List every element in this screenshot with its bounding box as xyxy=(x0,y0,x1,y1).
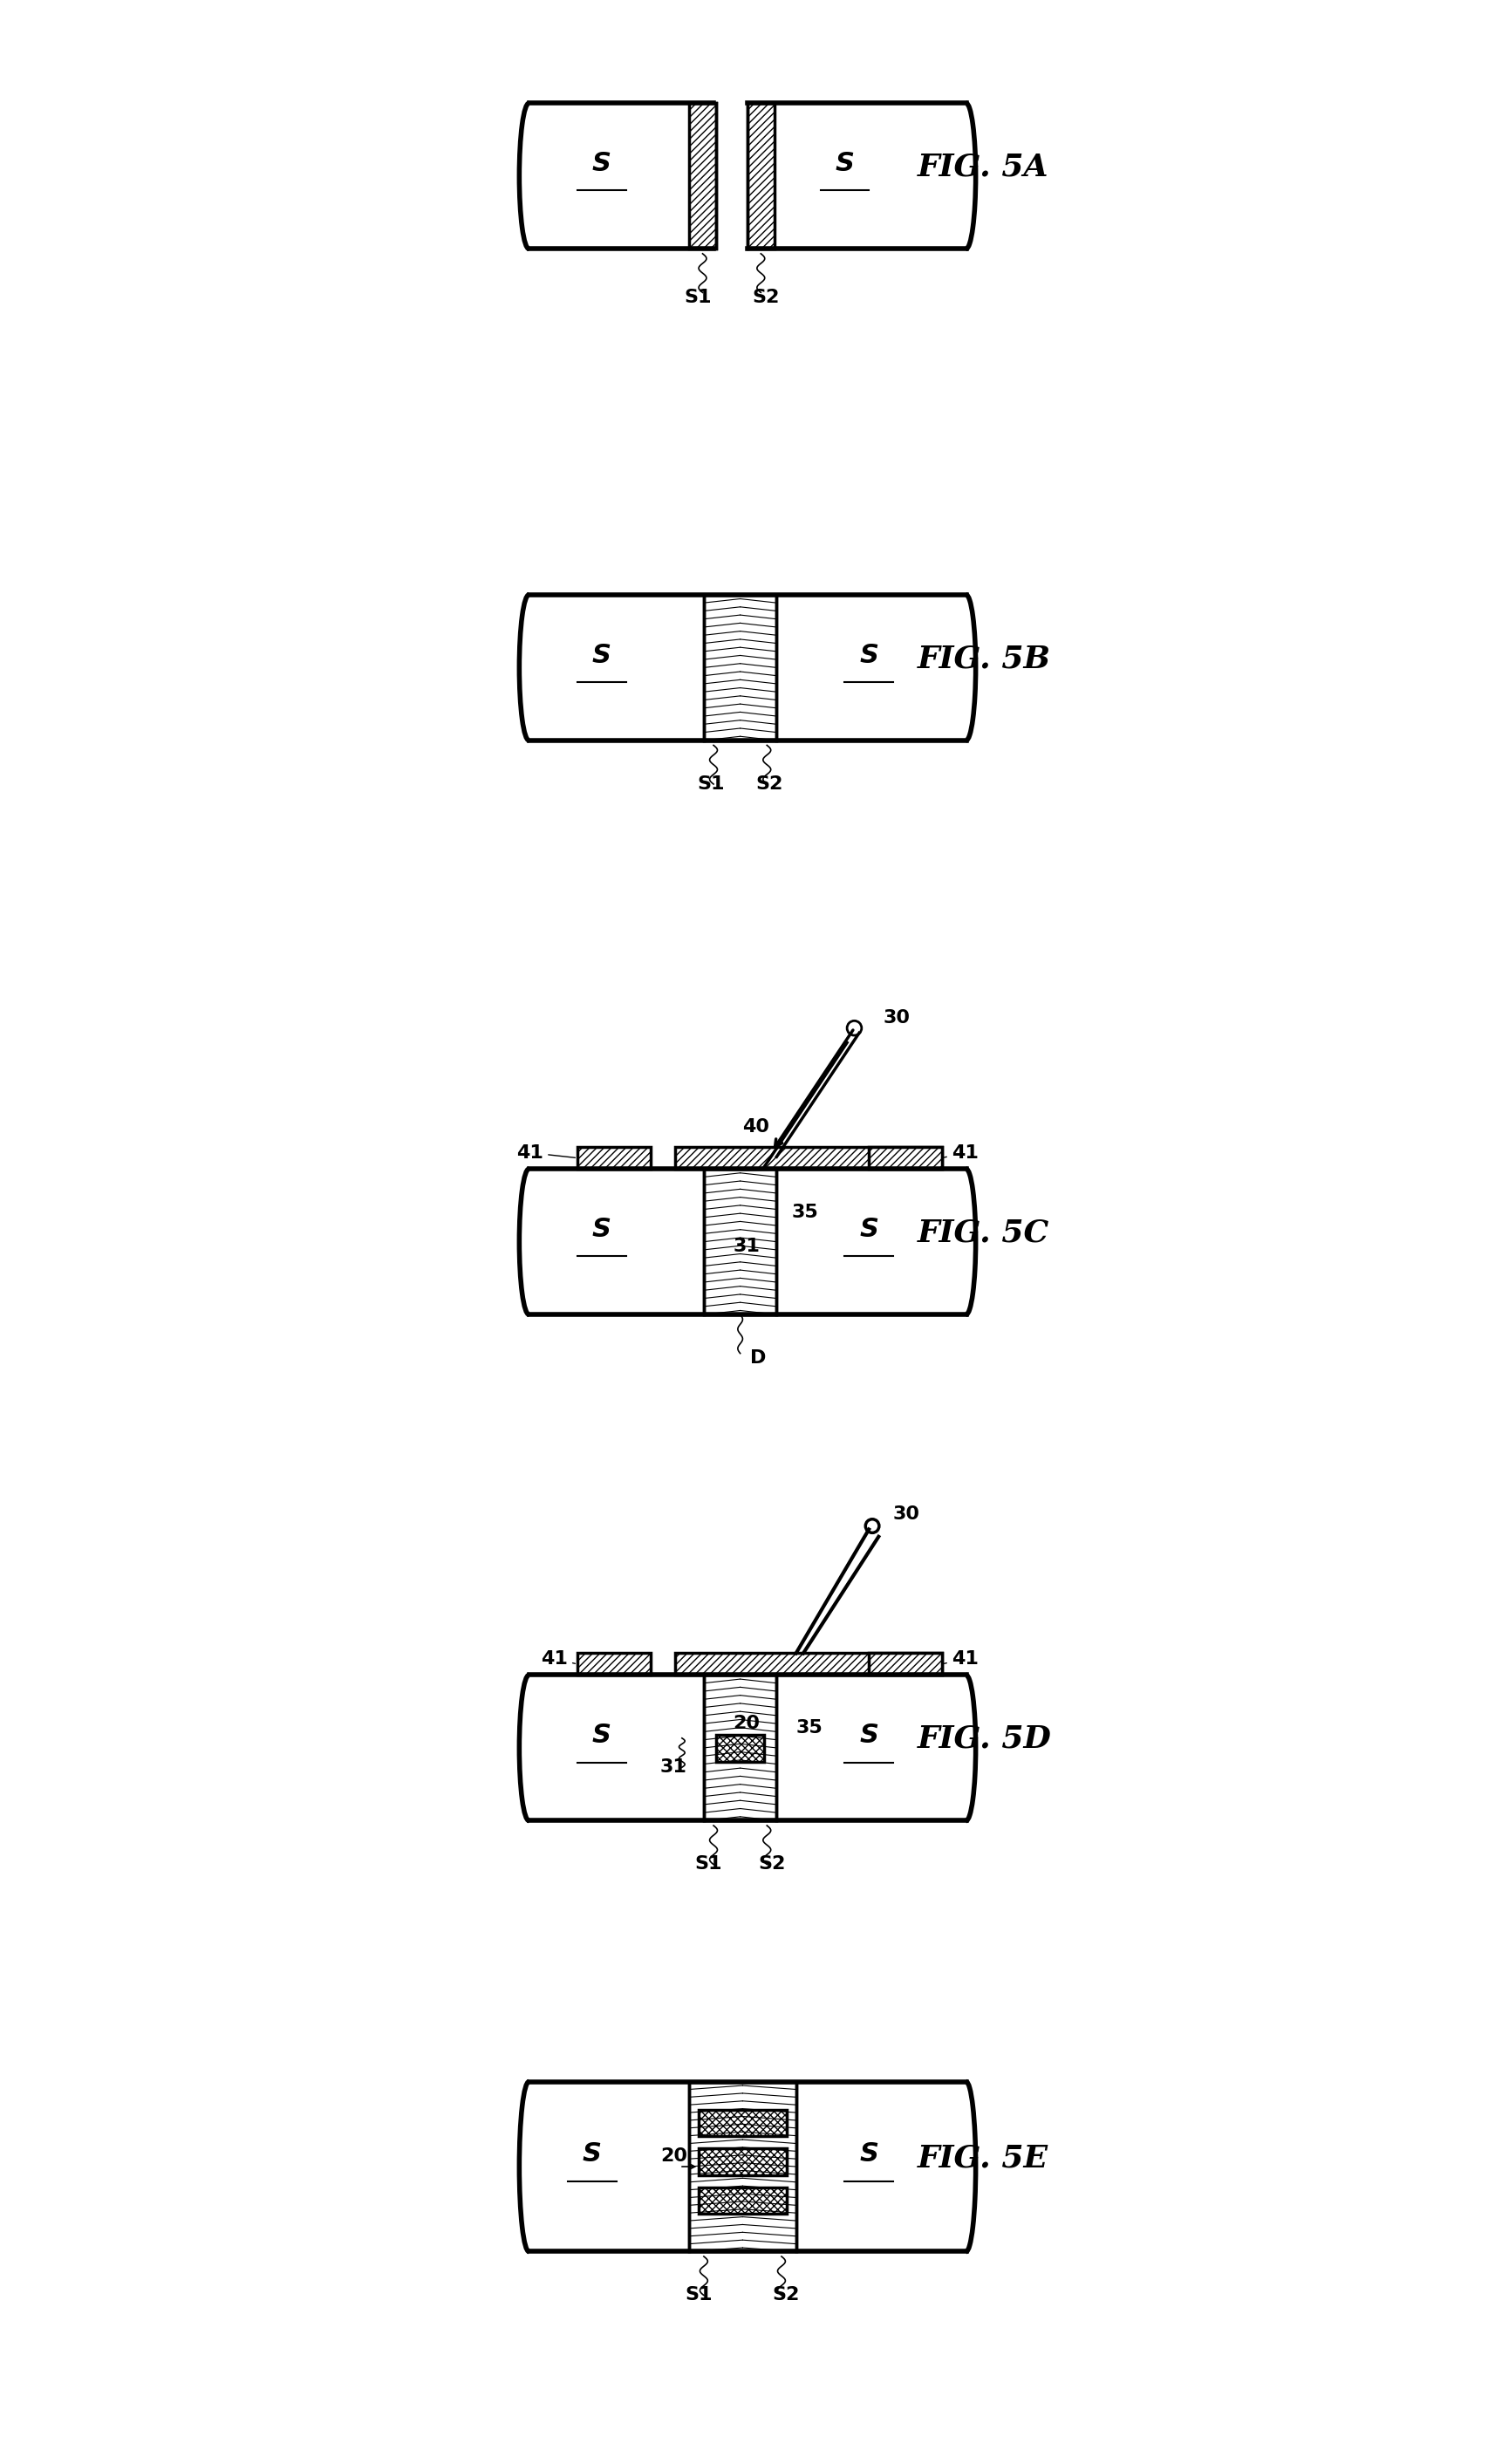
Text: 41: 41 xyxy=(541,1651,576,1668)
Text: 30: 30 xyxy=(893,1506,921,1523)
Text: 31: 31 xyxy=(733,1237,759,1254)
Text: S2: S2 xyxy=(773,2287,800,2304)
Text: S: S xyxy=(860,1722,879,1749)
Bar xyxy=(869,1148,942,1168)
Bar xyxy=(577,1653,650,1676)
Bar xyxy=(674,1148,942,1168)
Text: FIG. 5B: FIG. 5B xyxy=(918,643,1051,673)
Text: 30: 30 xyxy=(884,1010,910,1027)
Bar xyxy=(716,1735,764,1762)
Text: FIG. 5E: FIG. 5E xyxy=(918,2144,1048,2173)
Text: D: D xyxy=(750,1350,765,1368)
Bar xyxy=(577,1148,650,1168)
Bar xyxy=(704,1676,776,1821)
Bar xyxy=(704,1168,776,1313)
Text: 35: 35 xyxy=(795,1720,822,1737)
Text: FIG. 5A: FIG. 5A xyxy=(918,153,1048,182)
Bar xyxy=(869,1653,942,1676)
Text: S: S xyxy=(583,2141,601,2166)
Text: 35: 35 xyxy=(791,1202,818,1222)
Text: S: S xyxy=(592,1217,611,1242)
Text: S: S xyxy=(592,1722,611,1749)
Bar xyxy=(748,103,774,249)
Bar xyxy=(700,2149,786,2176)
Text: 40: 40 xyxy=(743,1119,770,1136)
Text: S: S xyxy=(592,643,611,668)
Text: S2: S2 xyxy=(755,776,783,793)
Bar xyxy=(704,594,776,739)
Text: S: S xyxy=(860,1217,879,1242)
Bar xyxy=(674,1653,942,1676)
Text: S: S xyxy=(860,643,879,668)
Text: 20: 20 xyxy=(733,1715,759,1732)
Text: S: S xyxy=(836,150,854,177)
Text: 41: 41 xyxy=(943,1651,978,1668)
Text: 41: 41 xyxy=(517,1143,576,1161)
Text: 20: 20 xyxy=(661,2149,688,2166)
Text: 31: 31 xyxy=(661,1759,688,1777)
Bar xyxy=(700,2109,786,2136)
Bar xyxy=(689,103,716,249)
Text: FIG. 5D: FIG. 5D xyxy=(918,1725,1051,1754)
Text: FIG. 5C: FIG. 5C xyxy=(918,1217,1049,1247)
Text: S: S xyxy=(592,150,611,177)
Text: S1: S1 xyxy=(685,288,712,306)
Text: S1: S1 xyxy=(685,2287,713,2304)
Text: S2: S2 xyxy=(758,1855,785,1873)
Text: S2: S2 xyxy=(752,288,779,306)
Text: S1: S1 xyxy=(695,1855,722,1873)
Text: S1: S1 xyxy=(697,776,725,793)
Bar xyxy=(689,2082,795,2252)
Bar xyxy=(700,2188,786,2215)
Text: S: S xyxy=(860,2141,879,2166)
Text: 41: 41 xyxy=(943,1143,978,1161)
